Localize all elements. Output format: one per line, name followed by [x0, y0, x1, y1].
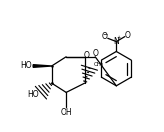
Text: HO: HO [20, 61, 32, 70]
Text: O: O [84, 51, 90, 60]
Text: N: N [113, 37, 119, 46]
Text: O: O [92, 49, 98, 58]
Text: +: + [117, 35, 121, 40]
Text: −: − [103, 32, 108, 37]
Text: CH₃: CH₃ [94, 62, 104, 67]
Text: O: O [102, 32, 108, 41]
Text: OH: OH [60, 108, 72, 117]
Text: O: O [125, 31, 131, 40]
Text: HO: HO [27, 90, 38, 99]
Polygon shape [33, 65, 52, 67]
